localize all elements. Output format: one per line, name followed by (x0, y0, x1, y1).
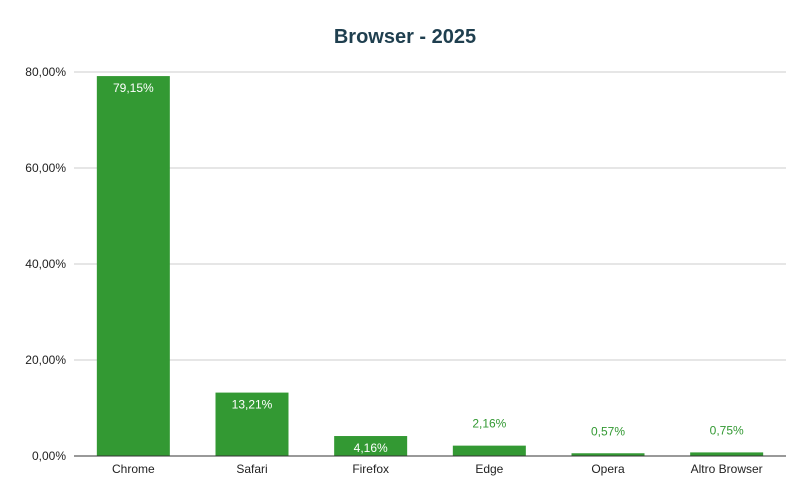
bar-safari (215, 392, 289, 456)
y-tick-label: 40,00% (25, 257, 66, 271)
y-tick-label: 0,00% (32, 449, 66, 463)
bar-opera (571, 453, 645, 456)
x-tick-label: Chrome (112, 462, 155, 476)
data-label: 13,21% (232, 398, 273, 412)
data-label: 79,15% (113, 81, 154, 95)
data-labels: 79,15% 13,21% 4,16% 2,16% 0,57% 0,75% (113, 81, 744, 455)
x-tick-label: Safari (236, 462, 267, 476)
bar-edge (452, 445, 526, 456)
chart-title: Browser - 2025 (334, 26, 476, 48)
bar-chrome (96, 76, 170, 456)
x-axis-ticks: Chrome Safari Firefox Edge Opera Altro Browse… (112, 462, 763, 476)
x-tick-label: Opera (591, 462, 625, 476)
x-tick-label: Firefox (352, 462, 389, 476)
y-axis-ticks: 0,00% 20,00% 40,00% 60,00% 80,00% (25, 65, 66, 463)
data-label: 0,57% (591, 424, 625, 438)
y-tick-label: 80,00% (25, 65, 66, 79)
bar-firefox (334, 436, 408, 456)
grid-lines (74, 71, 786, 361)
y-tick-label: 20,00% (25, 353, 66, 367)
x-tick-label: Altro Browser (691, 462, 763, 476)
bars (96, 76, 764, 456)
data-label: 0,75% (710, 423, 744, 437)
data-label: 2,16% (472, 417, 506, 431)
x-tick-label: Edge (475, 462, 503, 476)
data-label: 4,16% (354, 441, 388, 455)
bar-altro-browser (690, 452, 764, 456)
y-tick-label: 60,00% (25, 161, 66, 175)
